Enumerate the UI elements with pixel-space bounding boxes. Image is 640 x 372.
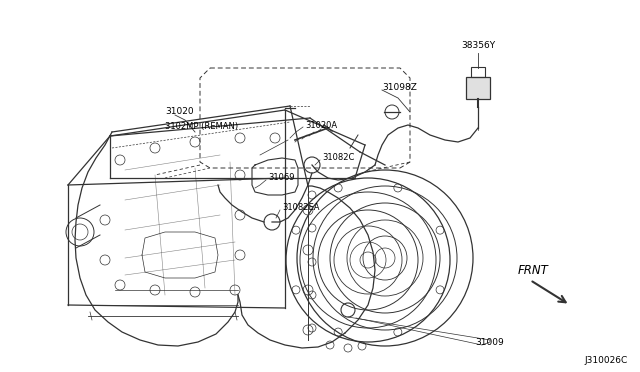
Text: 31082C: 31082C: [322, 154, 355, 163]
Text: 31098Z: 31098Z: [382, 83, 417, 93]
Text: FRNT: FRNT: [518, 263, 548, 276]
Text: J310026C: J310026C: [585, 356, 628, 365]
Text: 31009: 31009: [476, 338, 504, 347]
Bar: [471, 67, 485, 77]
Text: 38356Y: 38356Y: [461, 41, 495, 50]
Text: 31069: 31069: [268, 173, 294, 183]
Text: 3102MP (REMAN): 3102MP (REMAN): [165, 122, 238, 131]
Text: 31082EA: 31082EA: [282, 203, 319, 212]
Bar: [466, 77, 490, 99]
Text: 31020: 31020: [165, 108, 194, 116]
Text: 31020A: 31020A: [305, 121, 337, 129]
